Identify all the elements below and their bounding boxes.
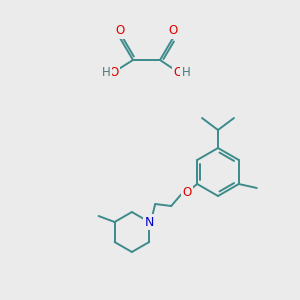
- Text: O: O: [168, 25, 178, 38]
- Text: O: O: [116, 25, 124, 38]
- Text: O: O: [110, 65, 118, 79]
- Text: O: O: [173, 65, 183, 79]
- Text: H: H: [102, 65, 110, 79]
- Text: O: O: [183, 185, 192, 199]
- Text: H: H: [182, 65, 190, 79]
- Text: N: N: [145, 215, 154, 229]
- Text: N: N: [145, 215, 154, 229]
